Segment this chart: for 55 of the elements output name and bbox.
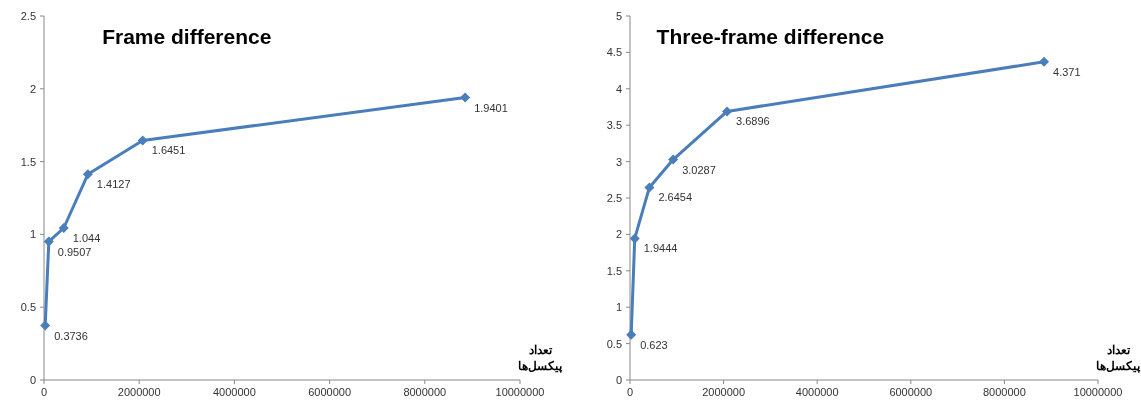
data-label: 0.623: [640, 338, 668, 351]
y-tick-label: 2.5: [20, 10, 36, 22]
point: [644, 182, 655, 193]
y-tick-label: 3.5: [606, 119, 622, 132]
point: [40, 320, 51, 331]
point: [58, 222, 69, 233]
x-tick-label: 2000000: [702, 386, 746, 398]
x-tick-label: 0: [626, 386, 634, 398]
chart-title: Frame difference: [102, 25, 272, 48]
data-label: 2.6454: [658, 191, 693, 204]
y-tick-label: 2.5: [606, 192, 622, 204]
data-label: 3.6896: [736, 115, 770, 128]
y-tick-label: 0.5: [20, 301, 36, 314]
x-tick-label: 2000000: [117, 386, 161, 398]
y-tick-label: 5: [615, 10, 622, 22]
data-label: 1.044: [72, 231, 101, 244]
data-label: 1.9444: [643, 242, 678, 255]
data-label: 1.9401: [474, 101, 508, 114]
data-label: 1.6451: [151, 144, 186, 157]
y-tick-label: 1.5: [606, 264, 622, 277]
data-label: 1.4127: [96, 178, 131, 191]
point: [668, 154, 679, 165]
chart-title: Three-frame difference: [656, 25, 885, 48]
point: [460, 92, 471, 103]
y-tick-label: 4: [615, 82, 622, 95]
x-tick-label: 10000000: [495, 386, 545, 398]
point: [137, 135, 148, 146]
data-label: 0.3736: [54, 329, 88, 342]
point: [43, 236, 54, 247]
y-tick-label: 3: [615, 155, 622, 168]
point: [1039, 56, 1050, 67]
y-tick-label: 1: [615, 301, 622, 314]
data-label: 0.9507: [57, 245, 92, 258]
data-label: 4.371: [1053, 65, 1081, 78]
x-tick-label: 6000000: [308, 386, 352, 398]
y-tick-label: 1: [29, 228, 36, 241]
point: [82, 169, 93, 180]
y-tick-label: 2: [615, 228, 622, 241]
x-tick-label: 8000000: [982, 386, 1026, 398]
x-tick-label: 4000000: [795, 386, 839, 398]
x-tick-label: 8000000: [403, 386, 447, 398]
point: [722, 106, 733, 117]
x-tick-label: 0: [40, 386, 48, 398]
y-tick-label: 0: [29, 374, 36, 386]
y-tick-label: 1.5: [20, 155, 36, 168]
x-tick-label: 10000000: [1073, 386, 1123, 398]
data-label: 3.0287: [682, 163, 716, 176]
x-axis-title: تعداد پیکسل‌ها: [518, 343, 563, 373]
x-axis-title: تعداد پیکسل‌ها: [1096, 343, 1141, 373]
x-tick-label: 4000000: [212, 386, 256, 398]
y-tick-label: 0.5: [606, 337, 622, 350]
y-tick-label: 2: [29, 82, 36, 95]
y-tick-label: 4.5: [606, 46, 622, 59]
x-tick-label: 6000000: [889, 386, 933, 398]
y-tick-label: 0: [615, 374, 622, 386]
